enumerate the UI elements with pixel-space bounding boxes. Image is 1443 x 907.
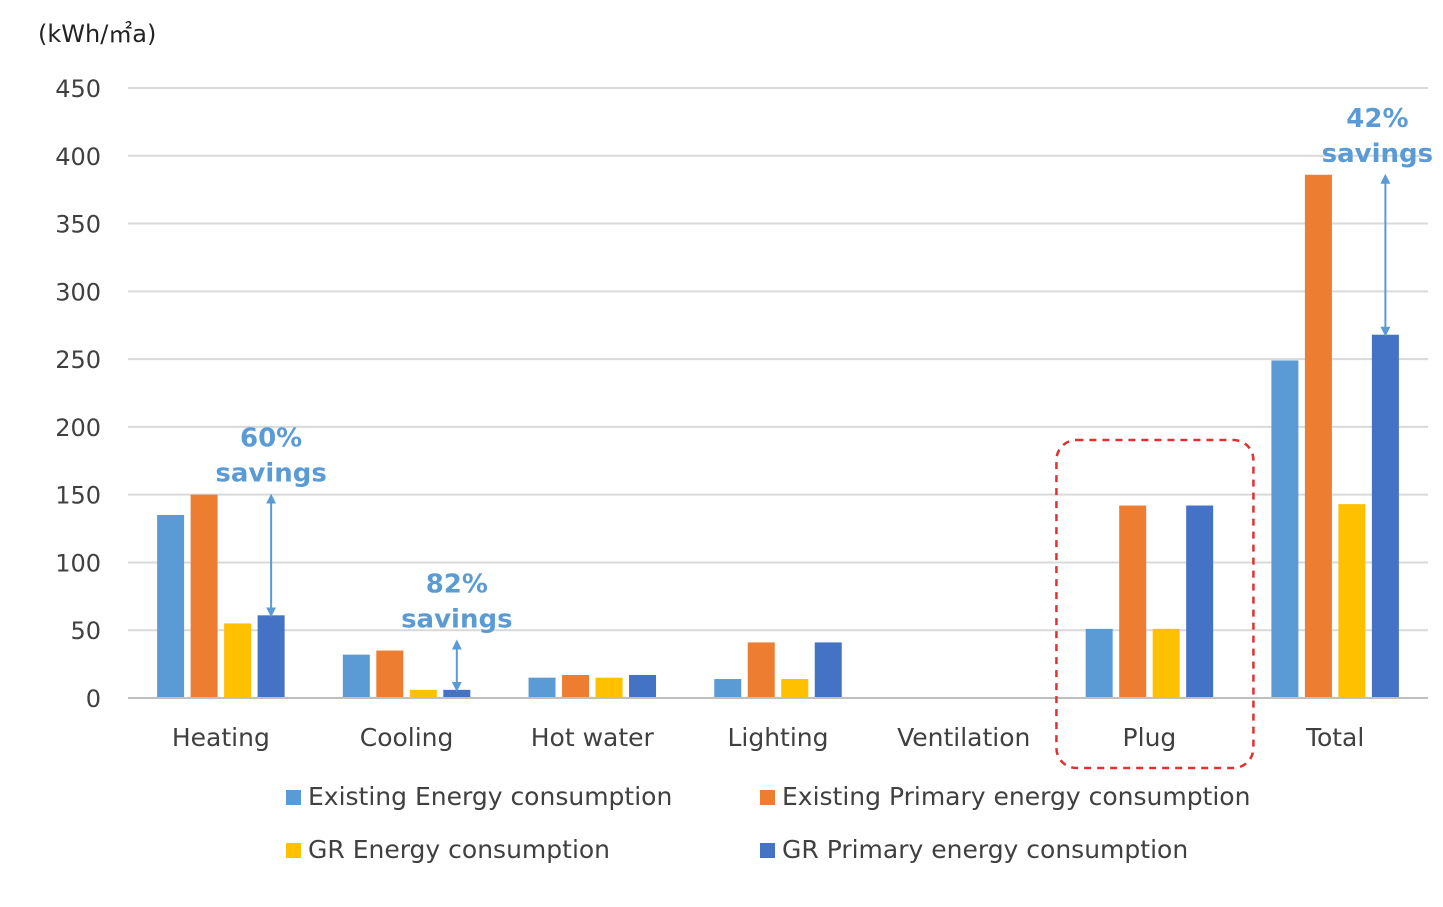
bar [528, 677, 556, 698]
gridlines [128, 87, 1428, 632]
bar [1338, 504, 1366, 698]
legend-item: Existing Primary energy consumption [760, 782, 1250, 811]
bar [595, 677, 623, 698]
highlight-box [1055, 438, 1255, 770]
bar [1304, 174, 1332, 698]
bar [409, 689, 437, 698]
bar [443, 689, 471, 698]
legend-swatch [286, 790, 301, 805]
y-tick-label: 50 [70, 617, 101, 645]
y-tick-label: 400 [55, 143, 101, 171]
bar [1119, 505, 1147, 698]
x-tick-label: Heating [172, 723, 270, 752]
y-tick-label: 450 [55, 75, 101, 103]
y-tick-label: 200 [55, 414, 101, 442]
bar [376, 650, 404, 698]
x-tick-label: Lighting [727, 723, 828, 752]
savings-label: savings [401, 605, 512, 635]
bar [224, 623, 252, 698]
legend-swatch [760, 790, 775, 805]
annotations: 60% savings 82% savings 42% savings [215, 104, 1433, 770]
savings-label: savings [1322, 139, 1433, 169]
y-tick-label: 350 [55, 211, 101, 239]
savings-percent: 82% [426, 570, 488, 600]
bar [781, 679, 809, 698]
legend-swatch [760, 843, 775, 858]
y-axis-unit-label: (kWh/㎡a) [38, 20, 157, 48]
bar [1371, 334, 1399, 698]
y-tick-label: 250 [55, 346, 101, 374]
legend-item: Existing Energy consumption [286, 782, 672, 811]
bar [257, 615, 285, 698]
bar [814, 642, 842, 698]
legend-label: GR Energy consumption [308, 835, 611, 864]
x-tick-label: Hot water [531, 723, 655, 752]
bar [714, 679, 742, 698]
bar [342, 654, 370, 698]
bar [629, 674, 657, 698]
savings-percent: 42% [1346, 104, 1408, 134]
x-tick-label: Cooling [360, 723, 454, 752]
legend-item: GR Primary energy consumption [760, 835, 1188, 864]
x-tick-label: Ventilation [897, 723, 1030, 752]
y-tick-label: 300 [55, 278, 101, 306]
y-tick-label: 150 [55, 482, 101, 510]
x-tick-label: Plug [1123, 723, 1177, 752]
legend-swatch [286, 843, 301, 858]
savings-label: savings [215, 459, 326, 489]
bar [1085, 628, 1113, 698]
savings-percent: 60% [240, 424, 302, 454]
axes: 0 50 100 150 200 250 300 350 400 450 Heating Coolin… [55, 75, 1428, 752]
bar [747, 642, 775, 698]
bars [157, 174, 1399, 698]
y-tick-label: 0 [86, 685, 101, 713]
legend-label: Existing Primary energy consumption [782, 782, 1251, 811]
legend-item: GR Energy consumption [286, 835, 610, 864]
y-tick-label: 100 [55, 549, 101, 577]
bar [1271, 360, 1299, 698]
legend-label: GR Primary energy consumption [782, 835, 1189, 864]
bar [562, 674, 590, 698]
bar [190, 494, 218, 698]
bar [1186, 505, 1214, 698]
x-tick-label: Total [1305, 723, 1364, 752]
bar [157, 515, 185, 698]
bar [1152, 628, 1180, 698]
legend-label: Existing Energy consumption [308, 782, 673, 811]
